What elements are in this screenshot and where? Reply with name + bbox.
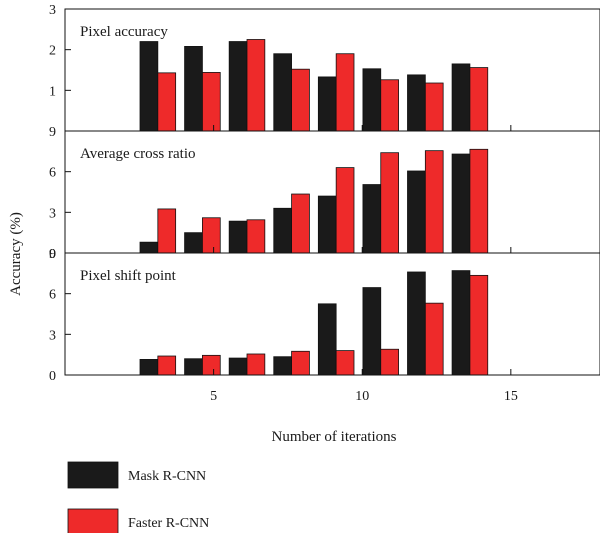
panel-frame bbox=[64, 252, 600, 376]
x-tick-label: 15 bbox=[504, 389, 518, 404]
bar-faster-p3-4 bbox=[291, 350, 310, 376]
panels: 1 2 3 Pixel accuracy 0 3 6 9 Average cross ratio… bbox=[49, 3, 600, 404]
bar-mask-p3-1 bbox=[139, 359, 159, 376]
bar-mask-p3-6 bbox=[362, 287, 382, 376]
bar-faster-p1-4 bbox=[291, 68, 310, 132]
panel-title: Average cross ratio bbox=[80, 146, 196, 162]
bar-mask-p2-6 bbox=[362, 184, 382, 254]
bar-mask-p1-3 bbox=[228, 41, 248, 132]
y-tick-label: 2 bbox=[49, 44, 56, 59]
bar-faster-p1-3 bbox=[246, 39, 266, 132]
bar-faster-p2-4 bbox=[291, 193, 310, 254]
y-tick-label: 6 bbox=[49, 288, 56, 303]
bar-mask-p1-6 bbox=[362, 68, 382, 132]
bar-mask-p2-8 bbox=[451, 153, 471, 254]
bar-faster-p1-6 bbox=[380, 79, 399, 132]
y-tick-label: 3 bbox=[49, 3, 56, 18]
bar-faster-p1-8 bbox=[469, 67, 489, 132]
y-tick-label: 3 bbox=[49, 206, 56, 221]
bar-faster-p3-7 bbox=[424, 302, 444, 376]
bar-mask-p1-8 bbox=[451, 63, 471, 132]
y-tick-label: 3 bbox=[49, 328, 56, 343]
legend-label-faster-rcnn: Faster R-CNN bbox=[128, 516, 209, 531]
bar-faster-p2-5 bbox=[335, 167, 355, 254]
bar-faster-p2-1 bbox=[157, 208, 177, 254]
y-tick-label: 6 bbox=[49, 166, 56, 181]
bar-mask-p2-4 bbox=[273, 207, 292, 254]
bar-mask-p3-2 bbox=[184, 358, 203, 376]
bar-mask-p2-1 bbox=[139, 241, 159, 254]
bar-mask-p3-5 bbox=[317, 303, 337, 376]
legend-swatch-faster-rcnn bbox=[67, 508, 119, 533]
bar-faster-p3-3 bbox=[246, 353, 266, 376]
x-tick-label: 10 bbox=[355, 389, 369, 404]
bar-faster-p2-6 bbox=[380, 152, 399, 254]
x-tick-label: 5 bbox=[210, 389, 217, 404]
bar-mask-p3-4 bbox=[273, 356, 292, 376]
legend-swatch-mask-rcnn bbox=[67, 461, 119, 489]
bar-mask-p2-2 bbox=[184, 232, 203, 254]
bar-mask-p1-2 bbox=[184, 46, 203, 132]
bar-faster-p1-2 bbox=[202, 72, 221, 132]
panel-title: Pixel accuracy bbox=[80, 24, 168, 40]
bar-faster-p3-2 bbox=[202, 354, 221, 376]
bar-mask-p1-5 bbox=[317, 76, 337, 132]
panel-title: Pixel shift point bbox=[80, 268, 177, 284]
bar-faster-p3-5 bbox=[335, 350, 355, 376]
bar-faster-p1-1 bbox=[157, 72, 177, 132]
bar-faster-p1-7 bbox=[424, 82, 444, 132]
bar-faster-p2-2 bbox=[202, 217, 221, 254]
bar-mask-p3-3 bbox=[228, 357, 248, 376]
bar-faster-p2-7 bbox=[424, 150, 444, 254]
y-tick-label: 9 bbox=[49, 125, 56, 140]
bar-faster-p2-3 bbox=[246, 219, 266, 254]
bar-mask-p3-8 bbox=[451, 270, 471, 376]
bar-mask-p2-5 bbox=[317, 195, 337, 254]
y-tick-label: 9 bbox=[49, 247, 56, 262]
y-tick-label: 0 bbox=[49, 247, 56, 262]
bar-faster-p3-8 bbox=[469, 274, 489, 376]
bar-mask-p3-7 bbox=[407, 271, 426, 376]
y-tick-label: 0 bbox=[49, 369, 56, 384]
bar-faster-p1-5 bbox=[335, 53, 355, 132]
bar-mask-p2-3 bbox=[228, 220, 248, 254]
panel-2: 0 3 6 9 Average cross ratio bbox=[49, 125, 600, 262]
bar-mask-p2-7 bbox=[407, 170, 426, 254]
bar-faster-p3-6 bbox=[380, 348, 399, 376]
bar-mask-p1-7 bbox=[407, 74, 426, 132]
bar-mask-p1-1 bbox=[139, 41, 159, 132]
bar-mask-p1-4 bbox=[273, 53, 292, 132]
y-axis-title: Accuracy (%) bbox=[8, 212, 24, 296]
legend: Mask R-CNN Faster R-CNN bbox=[67, 461, 209, 533]
legend-label-mask-rcnn: Mask R-CNN bbox=[128, 469, 206, 484]
y-tick-label: 1 bbox=[49, 84, 56, 99]
bar-faster-p3-1 bbox=[157, 355, 177, 376]
panel-1: 1 2 3 Pixel accuracy bbox=[49, 3, 600, 132]
panel-3: 0 3 6 9 Pixel shift point bbox=[49, 247, 600, 384]
x-axis-title: Number of iterations bbox=[272, 429, 397, 445]
bar-faster-p2-8 bbox=[469, 148, 489, 254]
